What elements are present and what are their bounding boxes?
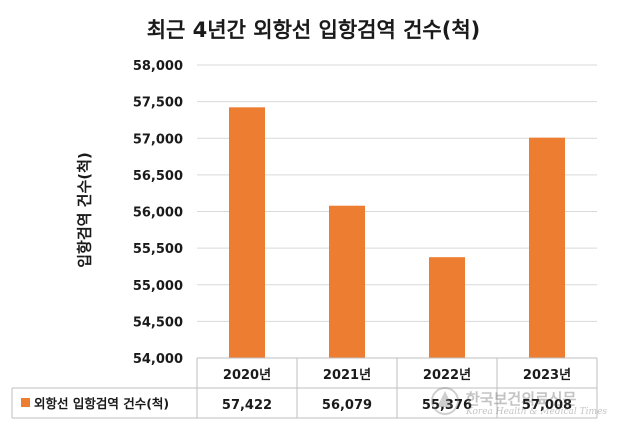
y-tick-label: 55,500 [133,242,183,257]
y-tick-label: 54,000 [133,352,183,367]
data-value-label: 57,422 [222,398,272,413]
legend-label: 외항선 입항검역 건수(척) [34,396,169,411]
y-tick-label: 56,000 [133,206,183,221]
y-tick-label: 58,000 [133,59,183,74]
y-tick-label: 54,500 [133,315,183,330]
y-tick-labels: 54,000 54,500 55,000 55,500 56,000 56,500 57,0… [133,59,183,367]
bar [529,137,565,358]
legend-swatch [21,398,30,407]
bar [329,205,365,358]
bar [429,257,465,358]
x-tick-label: 2021년 [323,368,371,383]
data-value-label: 56,079 [322,398,372,413]
chart-title: 최근 4년간 외항선 입항검역 건수(척) [146,18,481,42]
y-tick-label: 56,500 [133,169,183,184]
y-tick-label: 57,500 [133,96,183,111]
y-tick-label: 55,000 [133,279,183,294]
x-tick-label: 2022년 [423,368,471,383]
data-value-label: 57,008 [522,398,572,413]
x-tick-label: 2023년 [523,368,571,383]
x-tick-label: 2020년 [223,368,271,383]
bar [229,107,265,358]
bars [229,107,565,358]
data-value-label: 55,376 [422,398,472,413]
y-tick-label: 57,000 [133,132,183,147]
